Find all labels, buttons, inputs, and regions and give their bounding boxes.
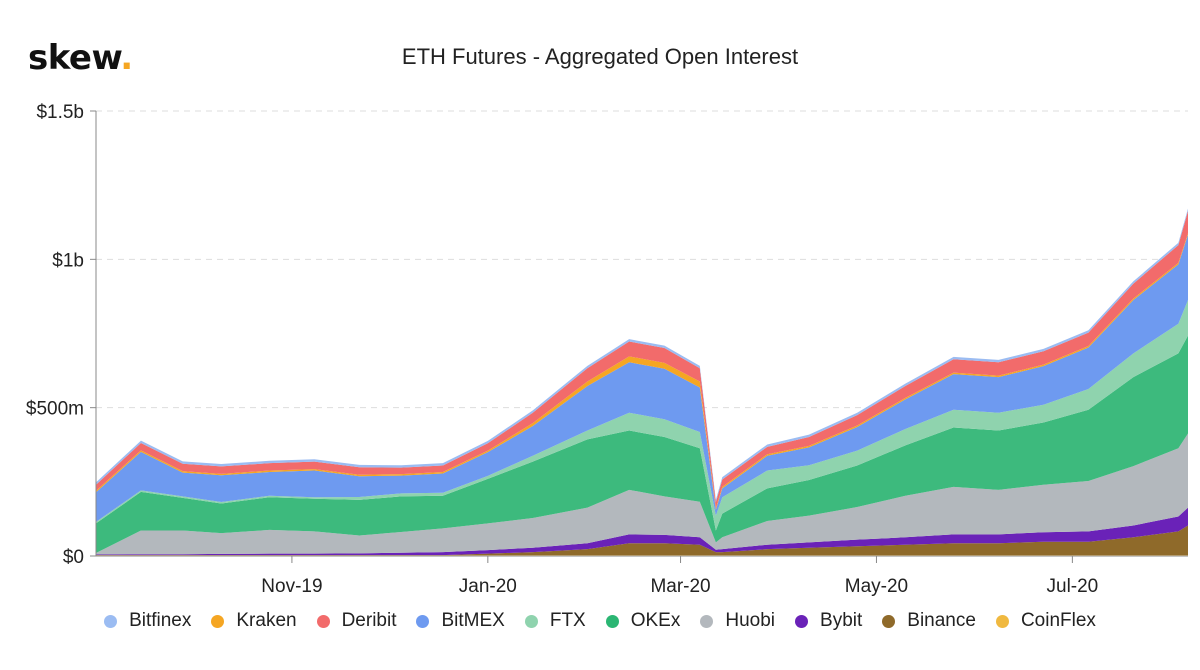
legend-swatch (605, 614, 619, 628)
area-series-bybit (96, 507, 1188, 556)
legend-swatch (700, 614, 714, 628)
gridlines (96, 110, 1188, 409)
x-tick-label: Mar-20 (650, 576, 710, 597)
y-tick-label: $1b (52, 250, 84, 271)
skew-logo: skew. (28, 38, 133, 78)
legend-label: Deribit (341, 610, 397, 631)
logo-text: skew (28, 38, 121, 78)
legend-item-deribit[interactable]: Deribit (316, 610, 397, 632)
legend-swatch (104, 614, 118, 628)
legend-item-coinflex[interactable]: CoinFlex (995, 610, 1096, 632)
y-tick-label: $500m (26, 399, 84, 420)
legend-label: Binance (907, 610, 976, 631)
legend-label: CoinFlex (1020, 610, 1096, 631)
area-series-huobi (96, 433, 1188, 555)
axes: $0 $500m $1b $1.5b Nov-19 Jan-20 Mar-20 May-20 J… (26, 102, 1188, 597)
legend-item-bybit[interactable]: Bybit (795, 610, 862, 632)
legend-item-bitfinex[interactable]: Bitfinex (104, 610, 191, 632)
area-series-okex (96, 335, 1188, 554)
area-series-ftx (96, 299, 1188, 531)
area-series-binance (96, 525, 1188, 556)
stacked-areas (96, 208, 1188, 556)
legend-label: Kraken (236, 610, 297, 631)
legend-label: Bitfinex (129, 610, 192, 631)
legend-item-bitmex[interactable]: BitMEX (416, 610, 505, 632)
legend-item-kraken[interactable]: Kraken (211, 610, 297, 632)
legend-label: OKEx (630, 610, 681, 631)
legend-swatch (795, 614, 809, 628)
x-tick-label: Jan-20 (459, 576, 517, 597)
legend: Bitfinex Kraken Deribit BitMEX FTX OKEx Huobi B… (0, 610, 1200, 632)
legend-swatch (882, 614, 896, 628)
legend-label: Huobi (725, 610, 776, 631)
legend-label: Bybit (820, 610, 863, 631)
chart-title: ETH Futures - Aggregated Open Interest (401, 44, 799, 69)
legend-swatch (524, 614, 538, 628)
legend-swatch (995, 614, 1009, 628)
legend-label: FTX (549, 610, 586, 631)
logo-dot: . (120, 38, 133, 78)
legend-item-huobi[interactable]: Huobi (700, 610, 775, 632)
legend-swatch (211, 614, 225, 628)
legend-item-okex[interactable]: OKEx (605, 610, 681, 632)
x-tick-label: Nov-19 (261, 576, 322, 597)
x-tick-label: May-20 (845, 576, 908, 597)
legend-label: BitMEX (441, 610, 505, 631)
legend-item-binance[interactable]: Binance (882, 610, 976, 632)
legend-swatch (416, 614, 430, 628)
legend-swatch (316, 614, 330, 628)
y-tick-label: $1.5b (36, 102, 84, 123)
x-tick-label: Jul-20 (1047, 576, 1099, 597)
y-tick-label: $0 (63, 547, 84, 568)
legend-item-ftx[interactable]: FTX (524, 610, 586, 632)
area-series-bitmex (96, 234, 1188, 522)
